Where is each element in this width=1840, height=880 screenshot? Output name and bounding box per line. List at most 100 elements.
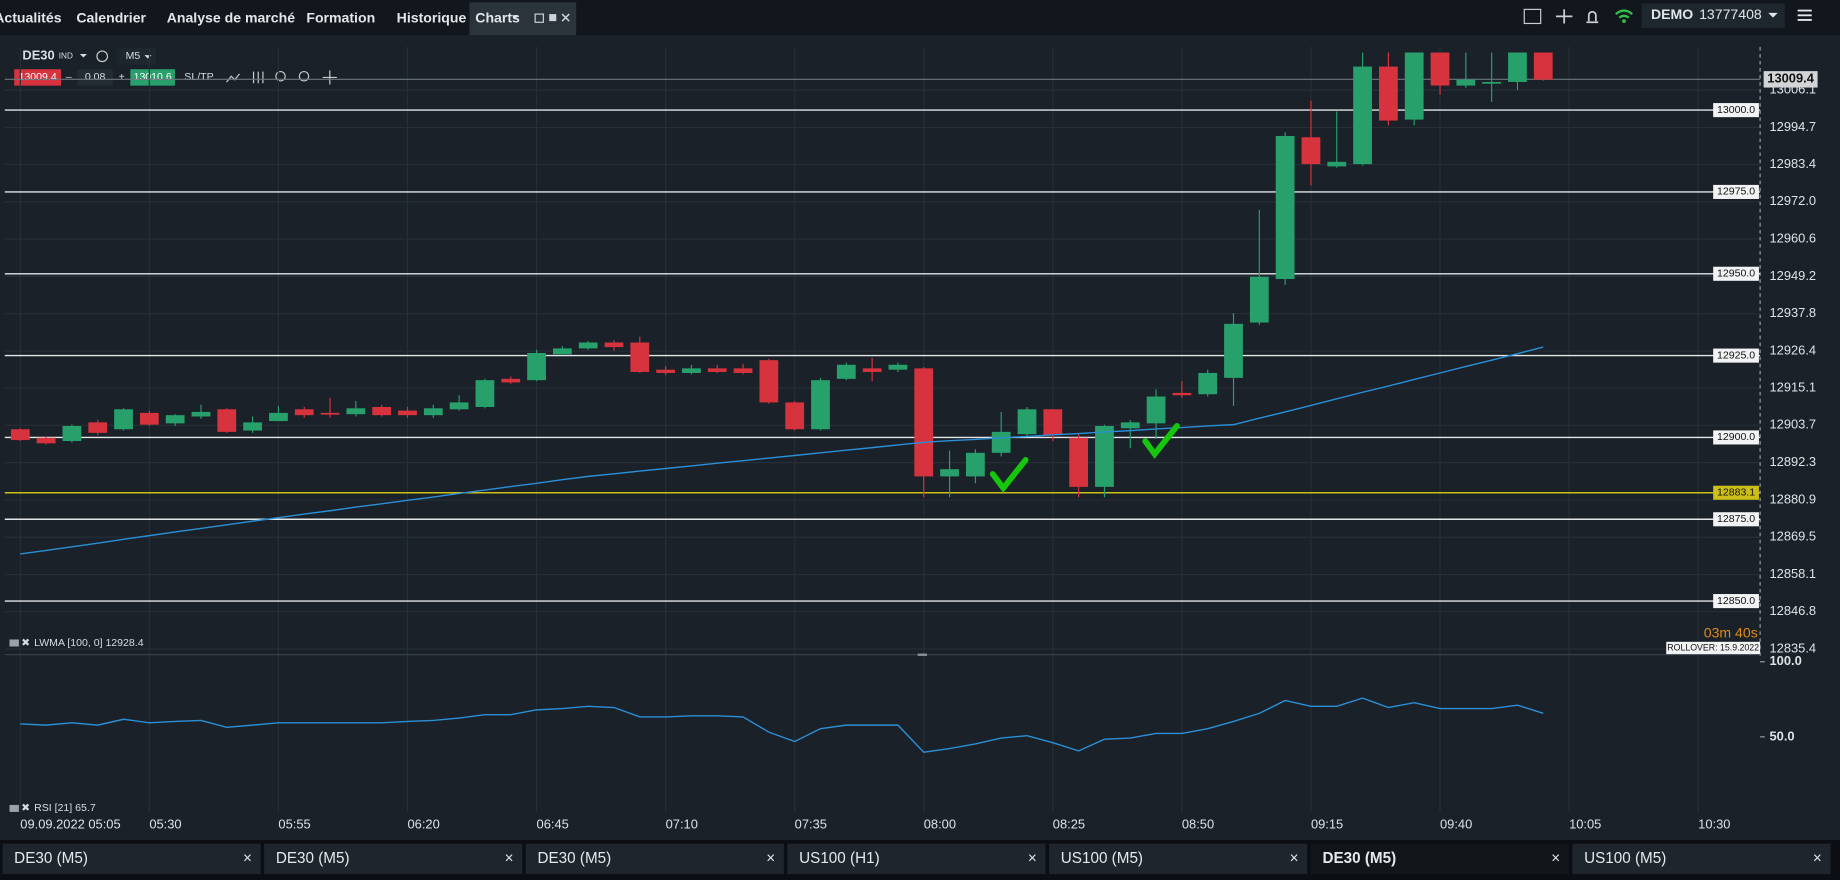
menu-icon[interactable]: [1797, 9, 1812, 21]
bell-icon[interactable]: [1586, 10, 1599, 24]
price-level-label: 13000.0: [1717, 104, 1755, 116]
alert-level-tag[interactable]: [1713, 485, 1759, 500]
y-tick-label: 12915.1: [1769, 379, 1816, 394]
y-tick-label: 12972.0: [1769, 193, 1816, 208]
zoom-out-icon[interactable]: [275, 70, 286, 82]
tab-close[interactable]: ×: [1551, 850, 1560, 867]
rollover: ROLLOVER: 15.9.2022: [1667, 643, 1759, 653]
symbol[interactable]: DE30: [22, 48, 54, 63]
plus[interactable]: +: [119, 71, 125, 83]
bid-box[interactable]: [14, 69, 62, 86]
crosshair-icon[interactable]: [322, 70, 337, 85]
candle-body: [346, 408, 366, 415]
bars-tool-icon[interactable]: [252, 71, 264, 84]
indicator-icon[interactable]: [9, 639, 19, 647]
price-level-tag[interactable]: [1713, 103, 1759, 118]
y-tick-label: 12994.7: [1769, 119, 1816, 134]
candle-body: [940, 469, 959, 477]
chart-tab[interactable]: [1310, 843, 1569, 875]
layout-icon[interactable]: [1523, 8, 1542, 25]
candle-body: [733, 368, 753, 373]
x-tick-label: 08:00: [924, 816, 956, 831]
symbol-dropdown[interactable]: [79, 53, 87, 58]
price-level-tag[interactable]: [1713, 348, 1759, 363]
chart-tab-label: DE30 (M5): [1322, 850, 1396, 867]
candle-body: [165, 415, 185, 424]
tab-close[interactable]: ×: [1813, 850, 1822, 867]
tab-close[interactable]: ×: [1028, 850, 1037, 867]
candle-body: [269, 412, 288, 422]
candle-body: [88, 422, 108, 433]
account-box[interactable]: [1641, 3, 1785, 29]
nav-tabs: Actualités Calendrier Analyse de marché For…: [0, 9, 520, 25]
chart-tab[interactable]: [787, 843, 1046, 875]
candle-body: [372, 406, 392, 416]
countdown: 03m 40s: [1704, 624, 1758, 640]
candle-body: [1120, 422, 1140, 429]
account-dropdown[interactable]: [1768, 12, 1778, 18]
candle-body: [914, 368, 934, 477]
price-level-tag[interactable]: [1713, 266, 1759, 281]
chart-tab[interactable]: [1572, 843, 1831, 875]
chart-tab[interactable]: [2, 843, 261, 875]
nav-tab[interactable]: Historique: [397, 9, 467, 25]
price-level-tag[interactable]: [1713, 430, 1759, 445]
price-icon[interactable]: [1555, 9, 1573, 24]
window-icon[interactable]: [549, 14, 557, 22]
candle-body: [604, 342, 624, 348]
indicator-icon[interactable]: [9, 804, 19, 812]
price-level-tag[interactable]: [1713, 594, 1759, 609]
nav-tab[interactable]: Analyse de marché: [167, 9, 296, 25]
zoom-in-icon[interactable]: [298, 70, 310, 82]
nav-tab[interactable]: Formation: [306, 9, 375, 25]
chart-tab[interactable]: [264, 843, 523, 875]
sl-tp[interactable]: SL/TP: [184, 71, 213, 83]
candle-body: [1508, 52, 1527, 82]
candle-body: [36, 437, 56, 444]
popout-icon[interactable]: [534, 13, 544, 23]
chart-tab[interactable]: [525, 843, 784, 875]
candle-body: [1095, 425, 1114, 487]
tab-close[interactable]: ×: [243, 850, 252, 867]
info-icon[interactable]: [96, 50, 109, 63]
candle-body: [1172, 392, 1192, 396]
candle-body: [62, 425, 82, 442]
x-tick-label: 06:20: [407, 816, 439, 831]
price-level-tag[interactable]: [1713, 184, 1759, 199]
chart-tab-label: US100 (H1): [799, 850, 880, 867]
nav-tab[interactable]: Charts: [475, 9, 520, 25]
last-price-tag: [1763, 71, 1818, 88]
candle-body: [991, 431, 1011, 453]
alert-level-label: 12883.1: [1717, 487, 1755, 499]
y-tick-label: 12869.5: [1769, 529, 1816, 544]
x-tick-label: 10:30: [1698, 816, 1730, 831]
top-bar: [0, 0, 1840, 36]
x-tick-label: 05:55: [278, 816, 310, 831]
candle-body: [1533, 52, 1553, 80]
nav-tab[interactable]: Actualités: [0, 9, 62, 25]
candle-body: [1404, 52, 1424, 120]
timeframe-box[interactable]: [117, 48, 157, 65]
close-icon[interactable]: [561, 13, 570, 22]
y-tick-label: 12949.2: [1769, 268, 1816, 283]
price-level-tag[interactable]: [1713, 512, 1759, 527]
candle-body: [552, 348, 572, 355]
y-tick-label: 12983.4: [1769, 156, 1816, 171]
rsi-tick-label: 100.0: [1769, 653, 1801, 668]
price-level-label: 12900.0: [1717, 431, 1755, 443]
nav-tab[interactable]: Calendrier: [76, 9, 146, 25]
ask-price: 13010.6: [134, 71, 172, 83]
remove-icon[interactable]: ✖: [21, 802, 30, 814]
dropdown-icon: [511, 15, 519, 19]
candle-body: [811, 380, 830, 430]
remove-icon[interactable]: ✖: [21, 637, 30, 649]
minus[interactable]: –: [66, 71, 72, 83]
tab-close[interactable]: ×: [766, 850, 775, 867]
chart-tab[interactable]: [1049, 843, 1308, 875]
tab-close[interactable]: ×: [1290, 850, 1299, 867]
ask-box[interactable]: [130, 69, 175, 86]
candle-body: [139, 412, 159, 425]
tab-close[interactable]: ×: [505, 850, 514, 867]
x-tick-label: 09:15: [1311, 816, 1343, 831]
